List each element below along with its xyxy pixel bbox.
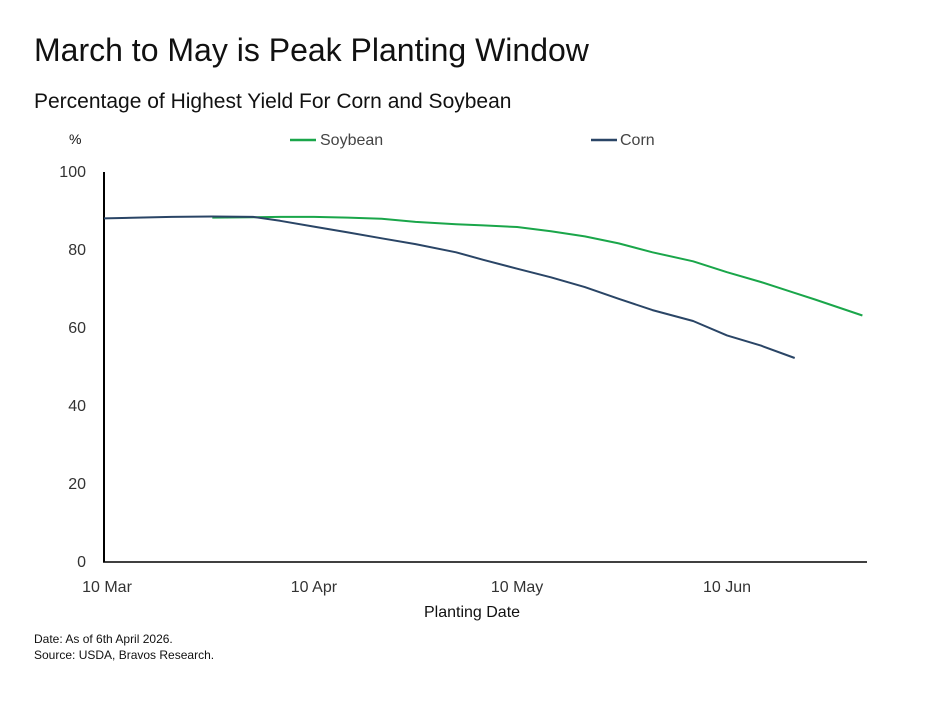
x-tick-labels: 10 Mar 10 Apr 10 May 10 Jun	[82, 579, 751, 596]
footnote-source: Source: USDA, Bravos Research.	[34, 648, 215, 662]
x-tick-label: 10 Mar	[82, 579, 132, 596]
series-lines	[103, 215, 863, 359]
y-axis-unit-label: %	[69, 131, 81, 147]
series-line-soybean	[212, 215, 863, 317]
y-tick-label: 80	[68, 242, 86, 259]
y-tick-label: 60	[68, 320, 86, 337]
y-tick-label: 20	[68, 476, 86, 493]
legend-label-corn: Corn	[620, 132, 655, 149]
y-tick-label: 40	[68, 398, 86, 415]
x-tick-label: 10 Jun	[703, 579, 751, 596]
y-tick-labels: 0 20 40 60 80 100	[59, 164, 86, 571]
series-line-corn	[103, 215, 796, 359]
x-tick-label: 10 Apr	[291, 579, 338, 596]
legend-label-soybean: Soybean	[320, 132, 383, 149]
y-tick-label: 100	[59, 164, 86, 181]
x-axis-title: Planting Date	[424, 604, 520, 621]
y-tick-label: 0	[77, 554, 86, 571]
chart-title: March to May is Peak Planting Window	[34, 32, 589, 68]
chart-subtitle: Percentage of Highest Yield For Corn and…	[34, 90, 512, 113]
x-tick-label: 10 May	[491, 579, 543, 596]
footnote-date: Date: As of 6th April 2026.	[34, 632, 173, 646]
